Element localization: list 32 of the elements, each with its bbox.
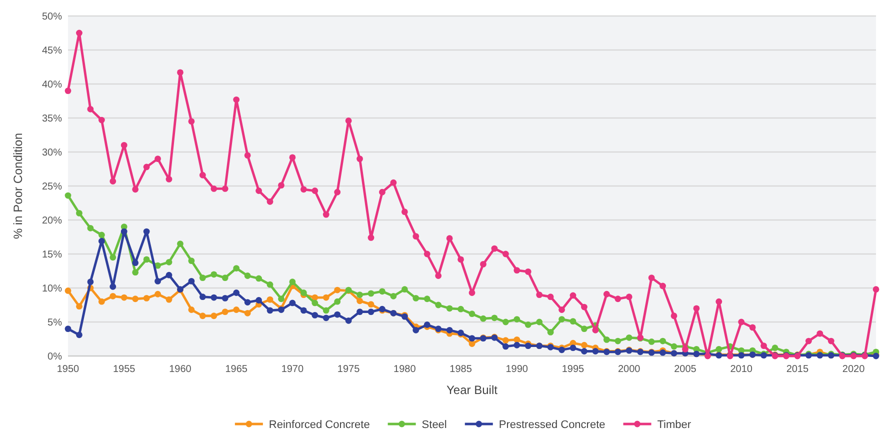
legend-label: Steel — [422, 418, 447, 431]
legend-label: Reinforced Concrete — [268, 418, 370, 431]
y-tick-label: 25% — [42, 182, 62, 192]
x-tick-label: 1985 — [450, 364, 472, 375]
y-tick-label: 5% — [48, 318, 62, 328]
x-tick-label: 1975 — [337, 364, 360, 375]
x-tick-label: 2010 — [730, 364, 753, 375]
x-tick-label: 1965 — [225, 364, 248, 375]
y-tick-label: 40% — [42, 80, 62, 90]
y-tick-label: 50% — [42, 12, 62, 22]
legend-label: Timber — [657, 418, 692, 431]
y-tick-label: 20% — [42, 216, 62, 226]
x-tick-label: 2020 — [842, 364, 866, 375]
y-tick-label: 45% — [42, 46, 62, 56]
x-tick-label: 2015 — [786, 364, 810, 375]
x-tick-label: 1970 — [281, 364, 304, 375]
x-tick-label: 2005 — [674, 364, 697, 375]
y-axis-title: % in Poor Condition — [11, 132, 25, 240]
x-tick-label: 2000 — [618, 364, 641, 375]
x-tick-label: 1950 — [56, 364, 80, 375]
x-tick-label: 1955 — [112, 364, 136, 375]
y-tick-label: 35% — [42, 114, 62, 124]
x-tick-label: 1990 — [506, 364, 528, 375]
x-tick-label: 1995 — [562, 364, 585, 375]
y-tick-label: 30% — [42, 148, 62, 158]
y-tick-label: 10% — [42, 284, 62, 294]
x-tick-label: 1980 — [394, 364, 416, 375]
y-tick-label: 0% — [48, 352, 62, 362]
x-axis-title: Year Built — [446, 383, 498, 397]
legend-label: Prestressed Concrete — [498, 418, 606, 431]
y-tick-label: 15% — [42, 250, 62, 260]
x-tick-label: 1960 — [169, 364, 192, 375]
